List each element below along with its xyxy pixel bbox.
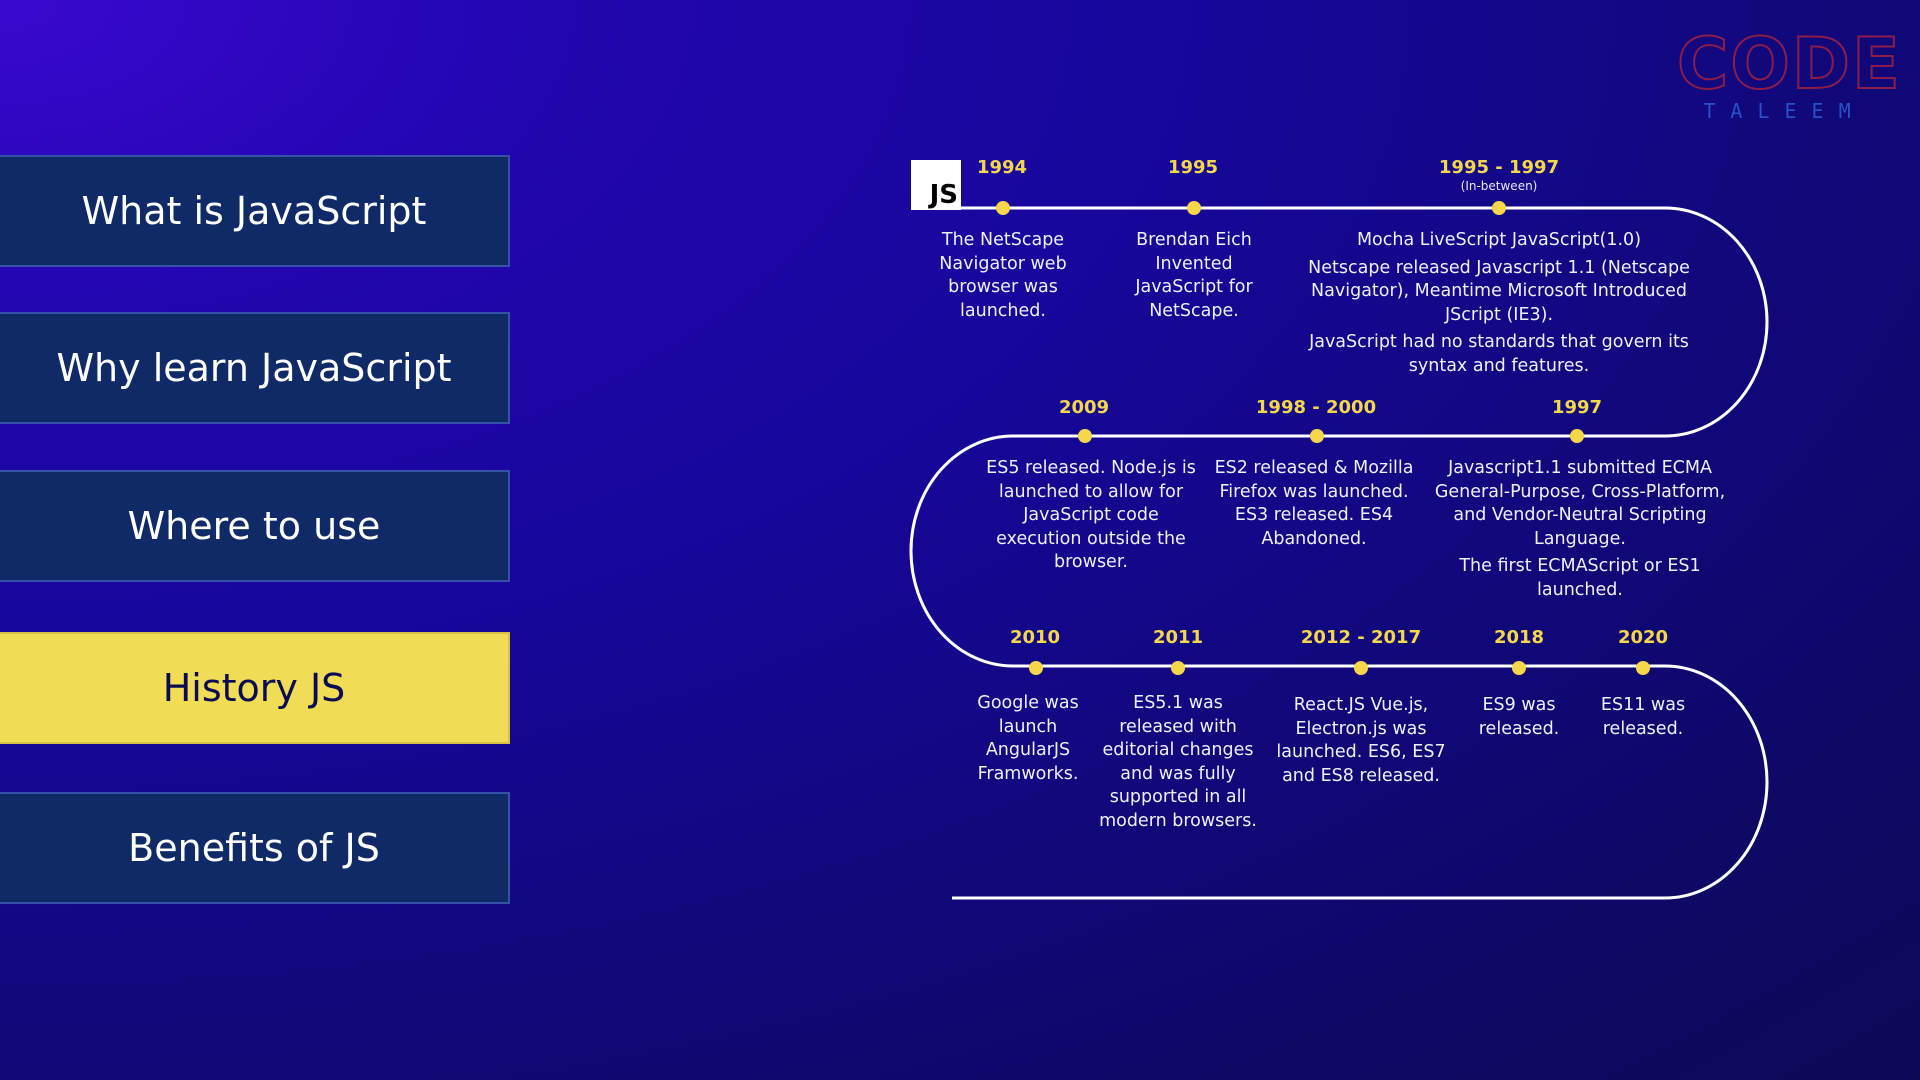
timeline-dot-2018 — [1512, 661, 1526, 675]
timeline-year: 1994 — [976, 157, 1028, 178]
menu-item-history-js[interactable]: History JS — [0, 632, 510, 744]
timeline-year: 1995 - 1997 — [1438, 157, 1560, 178]
timeline-dot-2010 — [1029, 661, 1043, 675]
timeline-description: ES2 released & Mozilla Firefox was launc… — [1212, 457, 1417, 551]
timeline-dot-1995-1997 — [1492, 201, 1506, 215]
timeline-year: 2009 — [1058, 397, 1110, 418]
timeline-text: ES2 released & Mozilla Firefox was launc… — [1214, 458, 1414, 549]
menu-item-what-is-javascript[interactable]: What is JavaScript — [0, 155, 510, 267]
timeline-text: ES11 was released. — [1600, 695, 1686, 739]
timeline-text: Google was launch AngularJS Framworks. — [977, 693, 1079, 784]
menu-item-why-learn-javascript[interactable]: Why learn JavaScript — [0, 312, 510, 424]
timeline-year: 2011 — [1152, 627, 1204, 648]
timeline-year: 1998 - 2000 — [1255, 397, 1377, 418]
timeline-description: ES5 released. Node.js is launched to all… — [981, 457, 1201, 575]
timeline-year: 1997 — [1551, 397, 1603, 418]
timeline-dot-2011 — [1171, 661, 1185, 675]
timeline-text: The first ECMAScript or ES1 launched. — [1459, 556, 1701, 600]
timeline-year: 2018 — [1493, 627, 1545, 648]
timeline-text: React.JS Vue.js, Electron.js was launche… — [1276, 695, 1446, 786]
brand-code-text: CODE — [1676, 23, 1902, 105]
menu-item-where-to-use[interactable]: Where to use — [0, 470, 510, 582]
timeline-description: ES11 was released. — [1598, 694, 1688, 741]
timeline-dot-1997 — [1570, 429, 1584, 443]
timeline-description: React.JS Vue.js, Electron.js was launche… — [1274, 694, 1449, 788]
timeline-description: Javascript1.1 submitted ECMA General-Pur… — [1425, 457, 1735, 602]
timeline-text: ES5 released. Node.js is launched to all… — [986, 458, 1196, 572]
js-logo: JS — [911, 160, 961, 210]
timeline-text: ES9 was released. — [1478, 695, 1560, 739]
timeline-text: JavaScript had no standards that govern … — [1309, 332, 1689, 376]
timeline-year: 1995 — [1167, 157, 1219, 178]
timeline-year: 2020 — [1617, 627, 1669, 648]
timeline-text: Javascript1.1 submitted ECMA General-Pur… — [1434, 458, 1726, 549]
brand-taleem-text: TALEEM — [1703, 99, 1866, 123]
timeline-description: Brendan Eich Invented JavaScript for Net… — [1129, 229, 1259, 323]
timeline-description: Mocha LiveScript JavaScript(1.0) Netscap… — [1299, 229, 1699, 378]
timeline-dot-1998-2000 — [1310, 429, 1324, 443]
timeline-description: ES9 was released. — [1474, 694, 1564, 741]
timeline-dot-1994 — [996, 201, 1010, 215]
menu-item-benefits-of-js[interactable]: Benefits of JS — [0, 792, 510, 904]
timeline-year: 2012 - 2017 — [1300, 627, 1422, 648]
timeline-year-subtitle: (In-between) — [1460, 179, 1538, 193]
timeline-dot-2020 — [1636, 661, 1650, 675]
timeline-dot-2009 — [1078, 429, 1092, 443]
timeline-description: The NetScape Navigator web browser was l… — [933, 229, 1073, 323]
timeline-text: The NetScape Navigator web browser was l… — [939, 230, 1067, 321]
timeline-dot-2012-2017 — [1354, 661, 1368, 675]
timeline-year: 2010 — [1009, 627, 1061, 648]
brand-logo: CODE TALEEM — [1676, 23, 1902, 122]
timeline-text: Netscape released Javascript 1.1 (Netsca… — [1308, 257, 1690, 325]
timeline-dot-1995 — [1187, 201, 1201, 215]
timeline-text: ES5.1 was released with editorial change… — [1099, 693, 1257, 831]
timeline-text: Brendan Eich Invented JavaScript for Net… — [1135, 230, 1253, 321]
timeline-description: ES5.1 was released with editorial change… — [1098, 692, 1258, 833]
timeline-text: Mocha LiveScript JavaScript(1.0) — [1356, 230, 1642, 250]
timeline-description: Google was launch AngularJS Framworks. — [972, 692, 1084, 786]
timeline-path — [909, 206, 1769, 900]
